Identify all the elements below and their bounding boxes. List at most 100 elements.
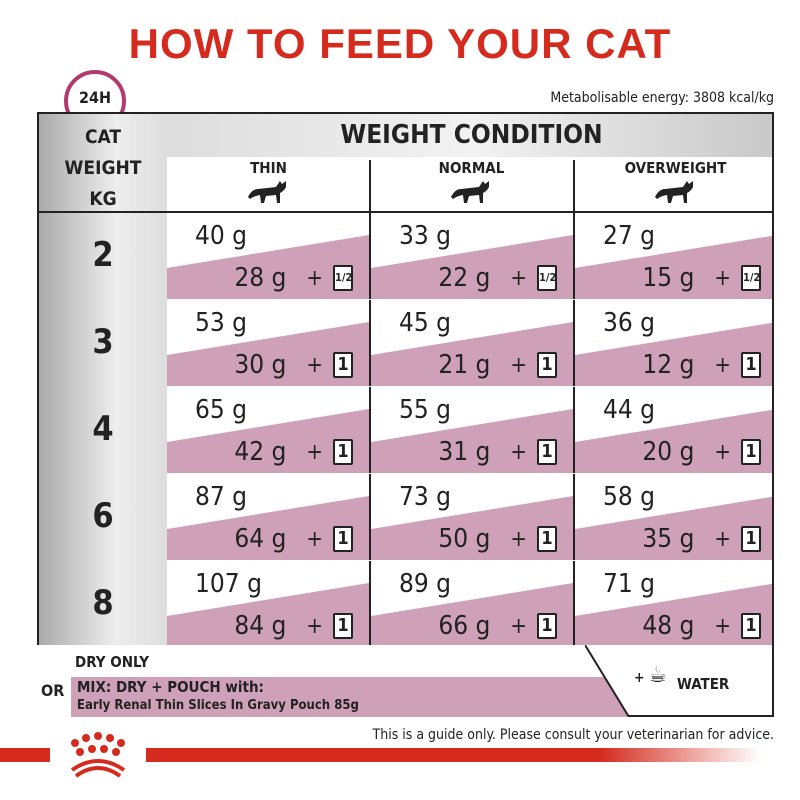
column-label: NORMAL [438, 159, 505, 177]
mix-dry-amount: 64 g [234, 524, 287, 554]
pink-wedge [167, 409, 369, 473]
dry-amount: 40 g [195, 221, 248, 251]
table-cell: 107 g 84 g +1 [167, 561, 369, 645]
mix-dry-amount: 15 g [642, 263, 695, 293]
mix-dry-amount: 35 g [642, 524, 695, 554]
dry-amount: 33 g [399, 221, 452, 251]
mix-amount: 15 g +1/2 [642, 263, 761, 293]
plus-sign: + [714, 352, 731, 378]
dry-amount: 71 g [603, 569, 656, 599]
pouch-icon: 1 [333, 526, 353, 552]
or-label: OR [41, 681, 65, 700]
table-cell: 53 g 30 g +1 [167, 300, 369, 386]
table-cell: 27 g 15 g +1/2 [575, 213, 772, 299]
column-header-thin: THIN [167, 159, 370, 209]
mix-dry-amount: 22 g [438, 263, 491, 293]
pouch-icon: 1 [741, 352, 761, 378]
column-label: OVERWEIGHT [624, 159, 727, 177]
column-divider [573, 160, 575, 645]
pink-wedge [371, 496, 573, 560]
disclaimer: This is a guide only. Please consult you… [372, 727, 774, 743]
pouch-icon: 1 [741, 439, 761, 465]
plus-sign: + [510, 352, 527, 378]
mix-amount: 42 g +1 [234, 437, 353, 467]
mix-dry-amount: 28 g [234, 263, 287, 293]
mix-dry-amount: 20 g [642, 437, 695, 467]
dry-amount: 65 g [195, 395, 248, 425]
row-divider [167, 560, 772, 561]
table-cell: 89 g 66 g +1 [371, 561, 573, 645]
feeding-table: WEIGHT CONDITION CAT WEIGHT KG THIN NORMAL O… [37, 112, 774, 645]
pink-wedge [575, 583, 772, 645]
product-label: Early Renal Thin Slices In Gravy Pouch 8… [77, 698, 359, 713]
mix-dry-amount: 31 g [438, 437, 491, 467]
plus-sign: + [714, 526, 731, 552]
dry-amount: 107 g [195, 569, 262, 599]
table-cell: 36 g 12 g +1 [575, 300, 772, 386]
plus-sign: + [714, 265, 731, 291]
mix-amount: 50 g +1 [438, 524, 557, 554]
plus-sign: + [714, 613, 731, 639]
dry-amount: 45 g [399, 308, 452, 338]
pouch-icon: 1 [537, 352, 557, 378]
pouch-icon: 1/2 [741, 265, 761, 291]
mix-dry-amount: 12 g [642, 350, 695, 380]
plus-sign: + [306, 613, 323, 639]
pouch-icon: 1 [333, 613, 353, 639]
weight-label: 6 [92, 496, 114, 536]
legend: DRY ONLY OR MIX: DRY + POUCH with: Early… [37, 645, 774, 717]
brand-bar [0, 748, 800, 762]
table-cell: 65 g 42 g +1 [167, 387, 369, 473]
row-divider [167, 386, 772, 387]
pouch-icon: 1 [333, 352, 353, 378]
table-cell: 71 g 48 g +1 [575, 561, 772, 645]
pink-wedge [371, 235, 573, 299]
water-tap-icon: + ☕ [634, 663, 667, 688]
pouch-icon: 1 [537, 613, 557, 639]
mix-amount: 21 g +1 [438, 350, 557, 380]
table-cell: 45 g 21 g +1 [371, 300, 573, 386]
mix-amount: 28 g +1/2 [234, 263, 353, 293]
pink-wedge [167, 583, 369, 645]
row-header: CAT WEIGHT KG [64, 126, 142, 210]
dry-amount: 27 g [603, 221, 656, 251]
header-band [167, 114, 772, 157]
dry-amount: 44 g [603, 395, 656, 425]
mix-amount: 12 g +1 [642, 350, 761, 380]
weight-label: 2 [92, 235, 114, 275]
pink-wedge [167, 235, 369, 299]
mix-amount: 66 g +1 [438, 611, 557, 641]
column-header-overweight: OVERWEIGHT [574, 159, 772, 209]
mix-amount: 22 g +1/2 [438, 263, 557, 293]
pouch-icon: 1/2 [537, 265, 557, 291]
mix-band [71, 677, 666, 717]
cat-silhouette-icon [167, 177, 370, 209]
mix-dry-amount: 21 g [438, 350, 491, 380]
mix-dry-amount: 66 g [438, 611, 491, 641]
mix-amount: 84 g +1 [234, 611, 353, 641]
table-cell: 44 g 20 g +1 [575, 387, 772, 473]
cat-silhouette-icon [370, 177, 573, 209]
pink-wedge [371, 409, 573, 473]
dry-amount: 55 g [399, 395, 452, 425]
dry-amount: 36 g [603, 308, 656, 338]
mix-amount: 31 g +1 [438, 437, 557, 467]
table-cell: 55 g 31 g +1 [371, 387, 573, 473]
mix-amount: 30 g +1 [234, 350, 353, 380]
pink-wedge [575, 496, 772, 560]
clock-label: 24H [78, 88, 112, 107]
pouch-icon: 1 [537, 439, 557, 465]
plus-sign: + [510, 526, 527, 552]
plus-sign: + [306, 439, 323, 465]
mix-dry-amount: 48 g [642, 611, 695, 641]
row-divider [167, 473, 772, 474]
plus-sign: + [510, 439, 527, 465]
weight-label: 3 [92, 322, 114, 362]
royal-canin-crown-logo [50, 730, 146, 780]
pink-wedge [575, 235, 772, 299]
mix-dry-amount: 42 g [234, 437, 287, 467]
page-title: HOW TO FEED YOUR CAT [128, 20, 672, 67]
pink-wedge [167, 322, 369, 386]
dry-only-label: DRY ONLY [75, 653, 150, 671]
plus-sign: + [714, 439, 731, 465]
